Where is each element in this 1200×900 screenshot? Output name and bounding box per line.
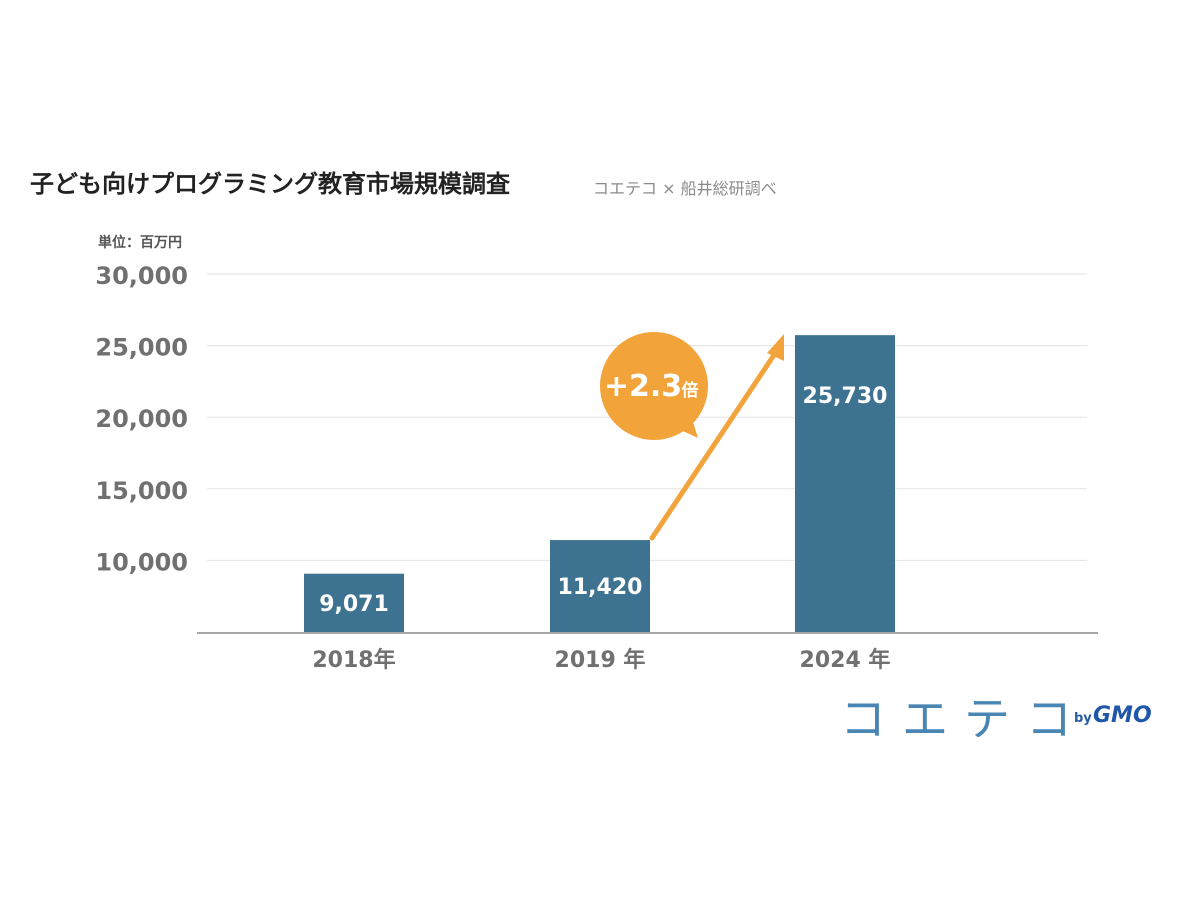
bar [795, 335, 895, 632]
bar-value-label: 11,420 [558, 575, 643, 600]
callout-bubble [600, 332, 708, 440]
y-tick-label: 30,000 [95, 262, 188, 290]
source-note: コエテコ × 船井総研調べ [593, 179, 777, 198]
callout-number: +2.3 [604, 369, 682, 404]
callout-tail [672, 412, 698, 438]
gmo-logo: GMO [1093, 703, 1152, 728]
x-category-label: 2018年 [312, 647, 395, 673]
growth-arrow-line [649, 349, 779, 541]
koeteko-logo: コエテコ [840, 692, 1088, 746]
x-category-label: 2024 年 [800, 647, 891, 673]
callout-unit: 倍 [682, 380, 699, 401]
y-tick-label: 10,000 [95, 548, 188, 576]
bar-value-label: 9,071 [319, 592, 389, 617]
chart-title: 子ども向けプログラミング教育市場規模調査 [30, 170, 510, 198]
y-tick-label: 15,000 [95, 477, 188, 505]
bar-value-label: 25,730 [803, 384, 888, 409]
logo-by-text: by [1074, 711, 1092, 726]
bar [550, 540, 650, 632]
x-category-label: 2019 年 [555, 647, 646, 673]
bar [304, 573, 404, 632]
unit-label: 単位：百万円 [98, 235, 182, 251]
y-tick-label: 25,000 [95, 334, 188, 362]
growth-arrow-head [767, 334, 784, 361]
y-tick-label: 20,000 [95, 405, 188, 433]
